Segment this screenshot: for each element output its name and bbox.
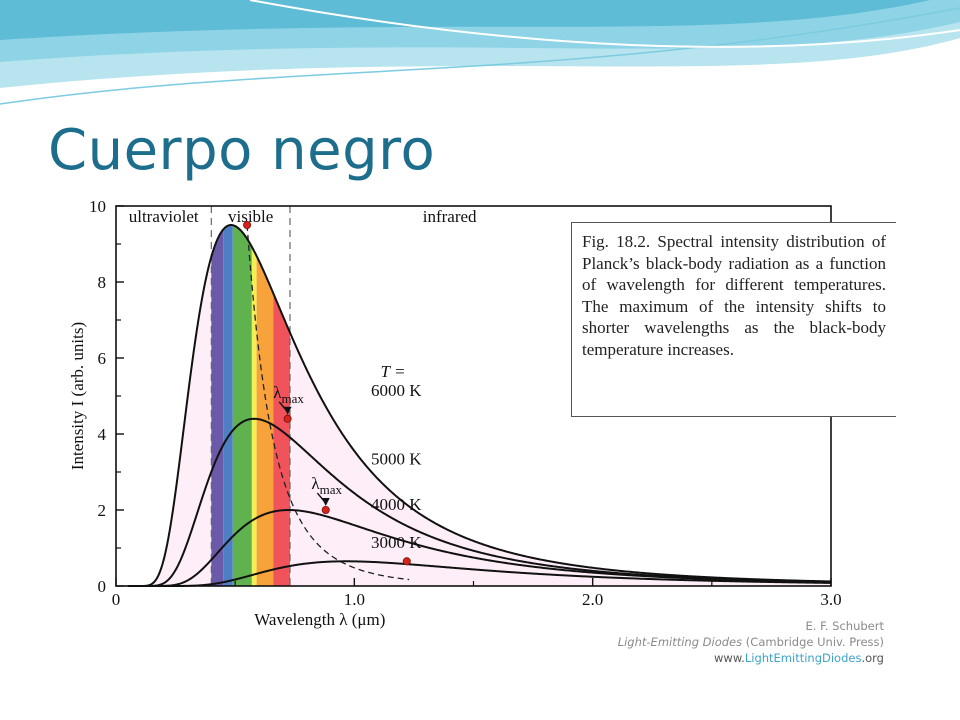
- y-axis-label: Intensity I (arb. units): [68, 322, 87, 470]
- lambda-subscript-1: max: [320, 482, 343, 497]
- credit-url: www.LightEmittingDiodes.org: [714, 651, 884, 665]
- credit-author: E. F. Schubert: [805, 619, 884, 633]
- lambda-max-arrowhead-1: [321, 498, 330, 506]
- region-label-ultraviolet: ultraviolet: [129, 207, 199, 226]
- lambda-symbol-1: λ: [311, 474, 320, 493]
- series-line-4000k: [127, 508, 832, 587]
- credit-book-publisher: (Cambridge Univ. Press): [745, 635, 884, 649]
- peak-marker-5000k: [283, 414, 292, 423]
- series-line-3000k: [127, 560, 832, 587]
- spectrum-band-1: [223, 225, 233, 586]
- series-label-3000k: 3000 K: [371, 533, 422, 552]
- y-tick-label-0: 0: [98, 577, 107, 596]
- credit-url-prefix: www.: [714, 651, 745, 665]
- region-label-infrared: infrared: [423, 207, 477, 226]
- y-tick-label-3: 6: [98, 349, 107, 368]
- swoosh-line: [0, 7, 960, 105]
- y-tick-label-1: 2: [98, 501, 107, 520]
- spectrum-band-2: [232, 225, 252, 586]
- series-label-4000k: 4000 K: [371, 495, 422, 514]
- lambda-max-label-0: λmax: [273, 383, 304, 406]
- x-tick-label-0: 0: [112, 590, 121, 609]
- wien-locus: [246, 224, 410, 581]
- series-label-5000k: 5000 K: [371, 449, 422, 468]
- x-tick-label-1: 1.0: [344, 590, 365, 609]
- y-tick-label-5: 10: [89, 197, 106, 216]
- peak-marker-6000k: [243, 220, 252, 229]
- blackbody-figure: 0 1.0 2.0 3.0 0 2 4 6 8 10 Wavelength λ (μm) Intens…: [66, 196, 896, 666]
- spectrum-band-5: [273, 293, 290, 586]
- region-label-visible: visible: [228, 207, 273, 226]
- lambda-symbol-0: λ: [273, 383, 282, 402]
- peak-marker-3000k: [402, 557, 411, 566]
- credit-book: Light-Emitting Diodes (Cambridge Univ. P…: [618, 635, 884, 649]
- slide-title: Cuerpo negro: [48, 118, 436, 183]
- area-under-6000k: [127, 225, 831, 586]
- credit-url-highlight: LightEmittingDiodes: [744, 651, 862, 665]
- figure-caption-box: Fig. 18.2. Spectral intensity distributi…: [571, 222, 896, 417]
- spectrum-band-0: [211, 229, 224, 586]
- series-line-6000k: [127, 224, 832, 587]
- spectrum-band-3: [251, 246, 257, 586]
- lambda-max-label-1: λmax: [311, 474, 342, 497]
- y-tick-label-4: 8: [98, 273, 107, 292]
- x-tick-label-3: 3.0: [820, 590, 841, 609]
- swoosh-band-dark: [0, 0, 930, 40]
- x-tick-label-2: 2.0: [582, 590, 603, 609]
- planck-chart: 0 1.0 2.0 3.0 0 2 4 6 8 10 Wavelength λ (μm) Intens…: [68, 197, 842, 629]
- temperature-label: T =: [381, 362, 406, 381]
- credit-book-title: Light-Emitting Diodes: [617, 635, 743, 649]
- y-tick-label-2: 4: [98, 425, 107, 444]
- figure-caption: Fig. 18.2. Spectral intensity distributi…: [582, 232, 886, 359]
- swoosh-highlight: [249, 0, 960, 48]
- header-swoosh: [0, 0, 960, 105]
- lambda-subscript-0: max: [281, 391, 304, 406]
- credit-url-suffix: .org: [861, 651, 884, 665]
- peak-marker-4000k: [321, 505, 330, 514]
- x-axis-label: Wavelength λ (μm): [254, 610, 385, 629]
- lambda-max-arrowhead-0: [283, 406, 292, 415]
- series-label-6000k: 6000 K: [371, 381, 422, 400]
